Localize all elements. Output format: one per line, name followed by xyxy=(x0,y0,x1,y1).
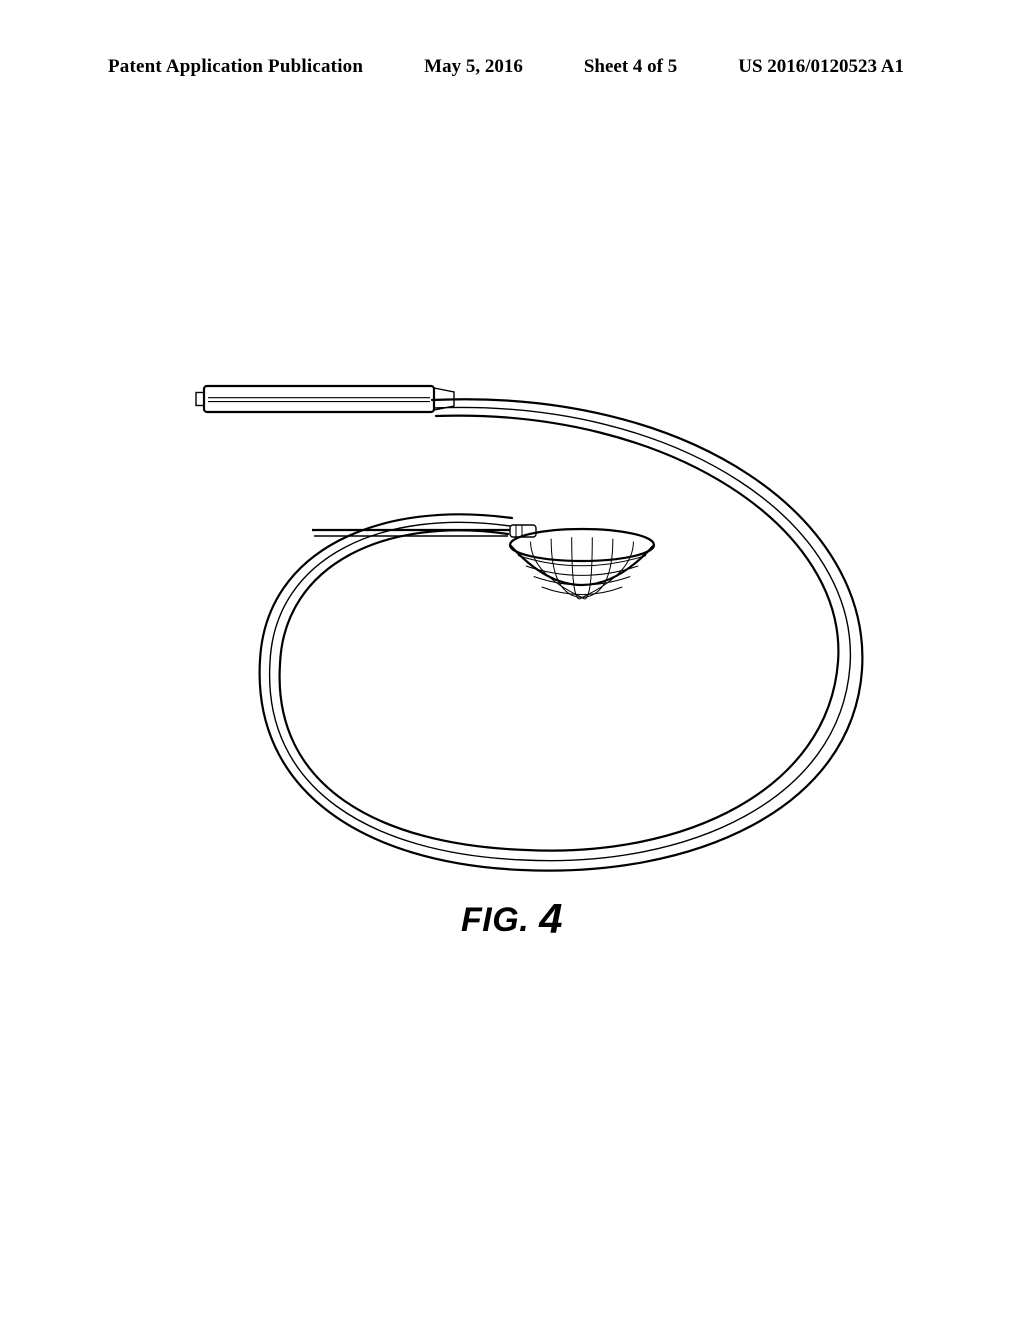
page-header: Patent Application Publication May 5, 20… xyxy=(0,56,1024,78)
figure-label: FIG. 4 xyxy=(0,895,1024,943)
figure-svg xyxy=(132,330,892,890)
publication-number: US 2016/0120523 A1 xyxy=(738,56,904,78)
publication-date: May 5, 2016 xyxy=(424,56,523,78)
figure-label-prefix: FIG. xyxy=(461,901,529,939)
publication-type: Patent Application Publication xyxy=(108,56,363,78)
figure-label-number: 4 xyxy=(539,895,563,942)
patent-figure xyxy=(132,330,892,890)
sheet-indicator: Sheet 4 of 5 xyxy=(584,56,677,78)
